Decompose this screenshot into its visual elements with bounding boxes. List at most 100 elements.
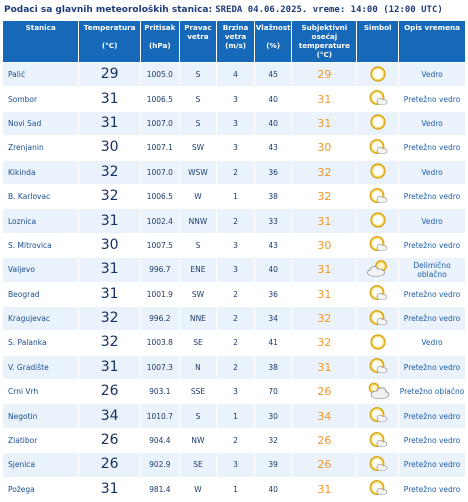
sun-cloud-icon bbox=[368, 138, 388, 158]
description-value: Pretežno vedro bbox=[399, 477, 465, 502]
humidity-value: 32 bbox=[254, 428, 292, 453]
humidity-value: 33 bbox=[254, 209, 292, 233]
sun-icon bbox=[369, 333, 387, 353]
feels-like-value: 30 bbox=[292, 233, 357, 258]
header-feels-like: Subjektivni osećaj temperature (°C) bbox=[292, 21, 357, 62]
humidity-value: 39 bbox=[254, 453, 292, 477]
table-row-crni-vrh: Crni Vrh 26 903.1 SSE 3 70 26 Pretežno oblačno bbox=[3, 380, 465, 404]
feels-like-value: 32 bbox=[292, 184, 357, 209]
station-name: S. Mitrovica bbox=[3, 233, 79, 258]
wind-direction-value: N bbox=[179, 355, 217, 380]
header-temperature: Temperatura (°C) bbox=[79, 21, 140, 62]
weather-symbol bbox=[357, 258, 399, 282]
temperature-value: 32 bbox=[79, 306, 140, 331]
wind-direction-value: S bbox=[179, 63, 217, 87]
feels-like-value: 31 bbox=[292, 477, 357, 502]
feels-like-value: 26 bbox=[292, 428, 357, 453]
wind-speed-value: 3 bbox=[217, 453, 254, 477]
temperature-value: 32 bbox=[79, 160, 140, 184]
feels-like-value: 31 bbox=[292, 209, 357, 233]
wind-speed-value: 2 bbox=[217, 306, 254, 331]
table-row-sjenica: Sjenica 26 902.9 SE 3 39 26 Pretežno vedro bbox=[3, 453, 465, 477]
station-name: Valjevo bbox=[3, 258, 79, 282]
station-name: Sjenica bbox=[3, 453, 79, 477]
table-header-row: Stanica Temperatura (°C) Pritisak (hPa) Pr… bbox=[3, 21, 465, 62]
sun-cloud-icon bbox=[368, 431, 388, 451]
wind-direction-value: NNW bbox=[179, 209, 217, 233]
pressure-value: 1002.4 bbox=[140, 209, 179, 233]
pressure-value: 1006.5 bbox=[140, 87, 179, 111]
humidity-value: 38 bbox=[254, 184, 292, 209]
sun-cloud-icon bbox=[368, 455, 388, 475]
pressure-value: 1010.7 bbox=[140, 404, 179, 428]
sun-cloud-icon bbox=[368, 284, 388, 304]
description-value: Delimično oblačno bbox=[399, 258, 465, 282]
station-name: B. Karlovac bbox=[3, 184, 79, 209]
description-value: Pretežno vedro bbox=[399, 453, 465, 477]
station-name: Palić bbox=[3, 63, 79, 87]
feels-like-value: 31 bbox=[292, 258, 357, 282]
sun-cloud-icon bbox=[368, 235, 388, 255]
wind-speed-value: 1 bbox=[217, 477, 254, 502]
description-value: Vedro bbox=[399, 331, 465, 355]
description-value: Pretežno oblačno bbox=[399, 380, 465, 404]
feels-like-value: 26 bbox=[292, 380, 357, 404]
wind-direction-value: SSE bbox=[179, 380, 217, 404]
weather-symbol bbox=[357, 355, 399, 380]
weather-symbol bbox=[357, 87, 399, 111]
temperature-value: 29 bbox=[79, 63, 140, 87]
pressure-value: 981.4 bbox=[140, 477, 179, 502]
humidity-value: 40 bbox=[254, 258, 292, 282]
feels-like-value: 34 bbox=[292, 404, 357, 428]
wind-speed-value: 3 bbox=[217, 380, 254, 404]
header-humidity: Vlažnost (%) bbox=[254, 21, 292, 62]
pressure-value: 996.7 bbox=[140, 258, 179, 282]
weather-symbol bbox=[357, 282, 399, 306]
pressure-value: 1007.5 bbox=[140, 233, 179, 258]
wind-speed-value: 2 bbox=[217, 331, 254, 355]
wind-speed-value: 2 bbox=[217, 355, 254, 380]
pressure-value: 996.2 bbox=[140, 306, 179, 331]
table-row-zrenjanin: Zrenjanin 30 1007.1 SW 3 43 30 Pretežno vedro bbox=[3, 136, 465, 160]
table-row-kragujevac: Kragujevac 32 996.2 NNE 2 34 32 Pretežno vedro bbox=[3, 306, 465, 331]
sun-icon bbox=[369, 162, 387, 182]
pressure-value: 903.1 bbox=[140, 380, 179, 404]
feels-like-value: 31 bbox=[292, 355, 357, 380]
header-wind-direction: Pravac vetra bbox=[179, 21, 217, 62]
temperature-value: 31 bbox=[79, 355, 140, 380]
pressure-value: 1007.1 bbox=[140, 136, 179, 160]
feels-like-value: 32 bbox=[292, 160, 357, 184]
table-row-s-mitrovica: S. Mitrovica 30 1007.5 S 3 43 30 Pretežno vedro bbox=[3, 233, 465, 258]
table-row-sombor: Sombor 31 1006.5 S 3 40 31 Pretežno vedro bbox=[3, 87, 465, 111]
feels-like-value: 26 bbox=[292, 453, 357, 477]
table-row-s-palanka: S. Palanka 32 1003.8 SE 2 41 32 Vedro bbox=[3, 331, 465, 355]
wind-direction-value: S bbox=[179, 233, 217, 258]
feels-like-value: 32 bbox=[292, 331, 357, 355]
table-row-loznica: Loznica 31 1002.4 NNW 2 33 31 Vedro bbox=[3, 209, 465, 233]
wind-speed-value: 3 bbox=[217, 111, 254, 136]
sun-cloud-icon bbox=[368, 479, 388, 499]
wind-direction-value: SE bbox=[179, 453, 217, 477]
weather-symbol bbox=[357, 63, 399, 87]
weather-symbol bbox=[357, 428, 399, 453]
humidity-value: 36 bbox=[254, 282, 292, 306]
humidity-value: 34 bbox=[254, 306, 292, 331]
pressure-value: 1003.8 bbox=[140, 331, 179, 355]
feels-like-value: 31 bbox=[292, 282, 357, 306]
temperature-value: 32 bbox=[79, 331, 140, 355]
temperature-value: 26 bbox=[79, 453, 140, 477]
humidity-value: 30 bbox=[254, 404, 292, 428]
wind-direction-value: W bbox=[179, 477, 217, 502]
weather-symbol bbox=[357, 306, 399, 331]
wind-speed-value: 4 bbox=[217, 63, 254, 87]
humidity-value: 38 bbox=[254, 355, 292, 380]
sun-cloud-icon bbox=[368, 89, 388, 109]
description-value: Pretežno vedro bbox=[399, 428, 465, 453]
humidity-value: 41 bbox=[254, 331, 292, 355]
temperature-value: 31 bbox=[79, 477, 140, 502]
table-row-pozega: Požega 31 981.4 W 1 40 31 Pretežno vedro bbox=[3, 477, 465, 502]
table-row-zlatibor: Zlatibor 26 904.4 NW 2 32 26 Pretežno vedro bbox=[3, 428, 465, 453]
feels-like-value: 30 bbox=[292, 136, 357, 160]
humidity-value: 45 bbox=[254, 63, 292, 87]
pressure-value: 904.4 bbox=[140, 428, 179, 453]
